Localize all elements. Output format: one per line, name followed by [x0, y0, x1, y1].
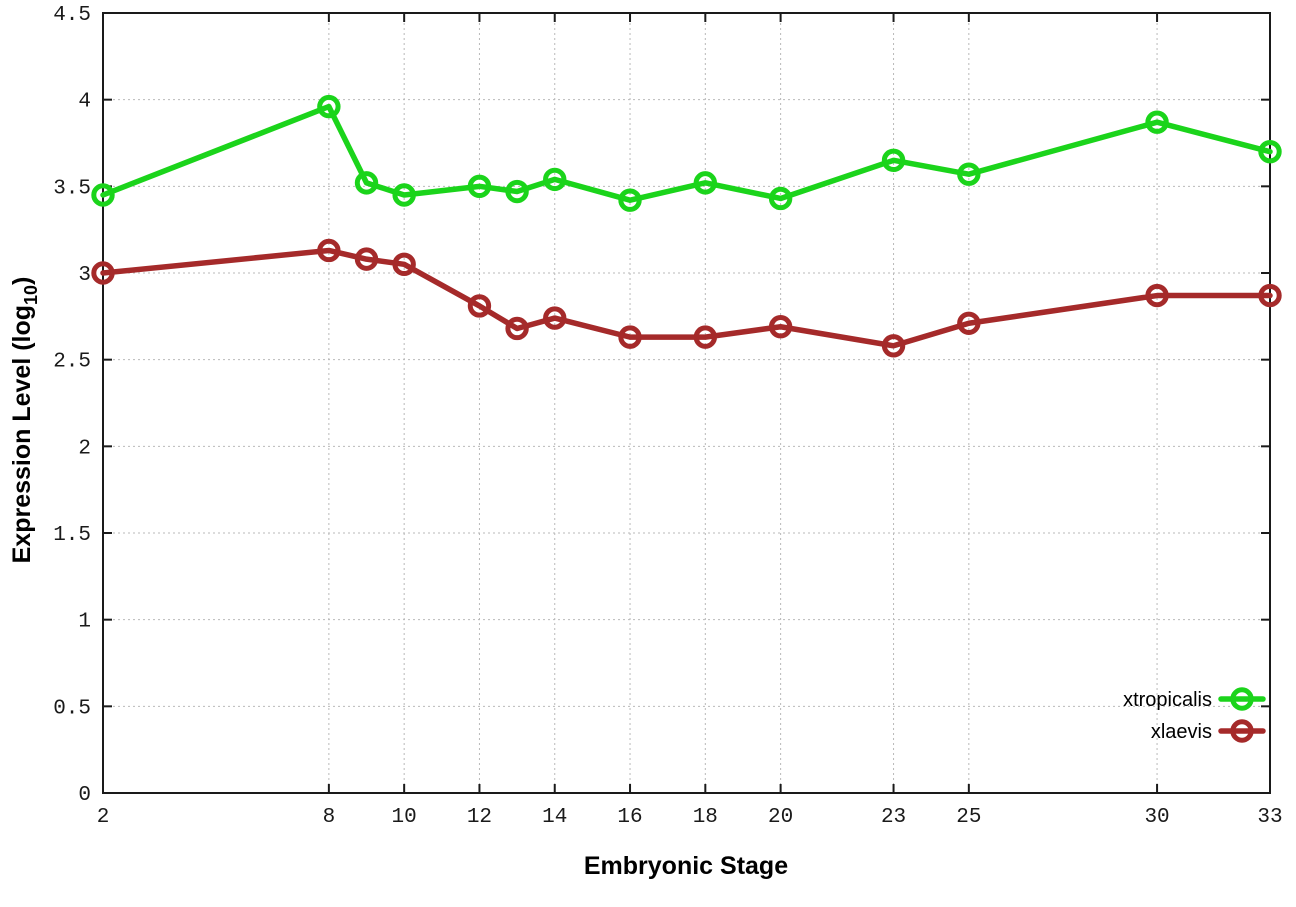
- data-point-xtropicalis-stage-10: [392, 183, 416, 207]
- data-point-xlaevis-stage-33: [1258, 283, 1282, 308]
- y-axis-title-subscript: 10: [21, 285, 41, 305]
- data-point-xlaevis-stage-14: [543, 306, 567, 330]
- x-axis-title: Embryonic Stage: [584, 852, 788, 880]
- legend-marker-xlaevis: [1218, 719, 1266, 743]
- data-point-xlaevis-stage-25: [957, 311, 981, 335]
- grid-layer: [103, 13, 1270, 793]
- data-point-xlaevis-stage-10: [392, 252, 416, 277]
- x-tick-label: 16: [617, 806, 642, 829]
- data-point-xlaevis-stage-20: [768, 315, 793, 339]
- y-tick-label: 2.5: [53, 351, 91, 374]
- y-tick-label: 1.5: [53, 524, 91, 547]
- series-line-xlaevis: [100, 247, 1273, 349]
- y-tick-label: 0.5: [53, 697, 91, 720]
- y-tick-label: 2: [78, 437, 91, 460]
- data-point-xtropicalis-stage-9: [354, 171, 379, 195]
- x-tick-label: 30: [1144, 806, 1169, 829]
- y-tick-label: 4.5: [53, 4, 91, 27]
- data-point-xtropicalis-stage-23: [881, 148, 906, 173]
- data-point-xtropicalis-stage-8: [317, 94, 341, 119]
- series-line-xtropicalis: [100, 103, 1273, 203]
- y-tick-label: 3.5: [53, 177, 91, 200]
- data-point-xlaevis-stage-12: [467, 294, 492, 318]
- y-tick-label: 0: [78, 784, 91, 807]
- legend: xtropicalis xlaevis: [1123, 687, 1266, 743]
- data-point-xtropicalis-stage-33: [1258, 139, 1282, 164]
- y-axis-title: Expression Level (log10): [8, 277, 41, 564]
- x-tick-label: 25: [956, 806, 981, 829]
- legend-label-xtropicalis: xtropicalis: [1123, 689, 1212, 711]
- data-point-xlaevis-stage-16: [618, 325, 642, 349]
- x-tick-label: 12: [467, 806, 492, 829]
- y-axis-title-end: ): [8, 277, 36, 285]
- data-point-xlaevis-stage-8: [317, 238, 341, 263]
- data-point-xlaevis-stage-2: [91, 261, 115, 285]
- x-tick-label: 14: [542, 806, 567, 829]
- plot-border: [102, 12, 1271, 794]
- x-tick-label: 23: [881, 806, 906, 829]
- data-point-xtropicalis-stage-16: [618, 188, 642, 212]
- x-tick-label: 10: [392, 806, 417, 829]
- tick-label-layer: 2 8 10 12 14 16 18 20 23 25 30 33 0 0.5 1 1.5 2 2.5 3 3.5 4 4…: [53, 4, 1282, 829]
- x-tick-label: 33: [1257, 806, 1282, 829]
- data-point-xlaevis-stage-18: [693, 325, 718, 349]
- data-point-xlaevis-stage-23: [881, 334, 906, 358]
- data-point-xlaevis-stage-13: [505, 316, 529, 341]
- x-tick-label: 20: [768, 806, 793, 829]
- y-tick-label: 1: [78, 611, 91, 634]
- data-point-xtropicalis-stage-12: [467, 174, 492, 199]
- y-axis-title-main: Expression Level (log: [8, 305, 36, 563]
- data-point-xtropicalis-stage-20: [768, 186, 793, 211]
- y-tick-label: 4: [78, 91, 91, 114]
- data-point-xtropicalis-stage-30: [1145, 110, 1169, 134]
- x-tick-label: 8: [323, 806, 336, 829]
- legend-marker-xtropicalis: [1218, 687, 1266, 711]
- x-tick-label: 18: [693, 806, 718, 829]
- data-point-xlaevis-stage-9: [354, 247, 379, 271]
- x-tick-label: 2: [97, 806, 110, 829]
- y-tick-label: 3: [78, 264, 91, 287]
- data-point-xtropicalis-stage-25: [957, 162, 981, 186]
- legend-label-xlaevis: xlaevis: [1151, 721, 1212, 743]
- data-point-xtropicalis-stage-18: [693, 171, 718, 195]
- series-layer: [91, 94, 1282, 358]
- data-point-xtropicalis-stage-2: [91, 183, 115, 207]
- data-point-xtropicalis-stage-13: [505, 179, 529, 204]
- data-point-xlaevis-stage-30: [1145, 283, 1169, 308]
- data-point-xtropicalis-stage-14: [543, 167, 567, 192]
- tick-layer: [102, 12, 1271, 794]
